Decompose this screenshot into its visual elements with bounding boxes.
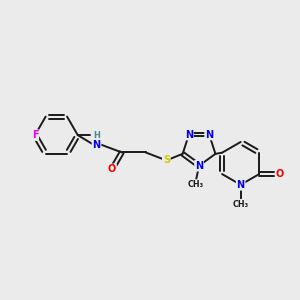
Text: S: S	[163, 155, 170, 165]
Text: N: N	[92, 140, 101, 150]
Text: N: N	[237, 180, 245, 190]
Text: O: O	[108, 164, 116, 174]
Text: CH₃: CH₃	[188, 180, 204, 189]
Text: N: N	[185, 130, 193, 140]
Text: O: O	[276, 169, 284, 179]
Text: F: F	[32, 130, 38, 140]
Text: H: H	[93, 130, 100, 140]
Text: N: N	[195, 161, 203, 171]
Text: N: N	[205, 130, 213, 140]
Text: CH₃: CH₃	[232, 200, 249, 208]
